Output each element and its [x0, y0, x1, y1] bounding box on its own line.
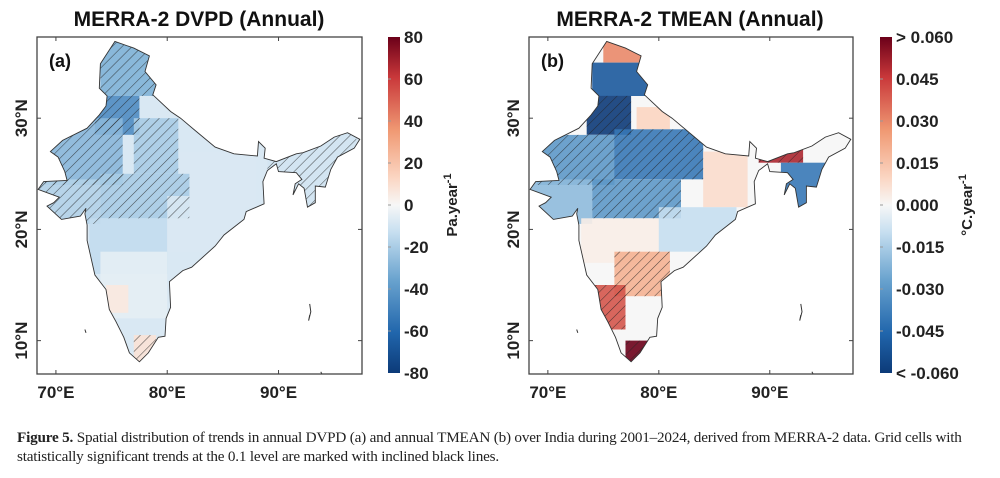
significance-hatch [758, 134, 804, 163]
colorbar-tick-label: -80 [404, 364, 429, 383]
x-tick-label: 80°E [640, 383, 677, 402]
panel-b: MERRA-2 TMEAN (Annual) (b) 70°E 80°E 90°E … [504, 8, 976, 402]
grid-region [592, 62, 648, 96]
grid-region [106, 285, 129, 313]
panel-a-colorbar-label: Pa.year-1 [442, 173, 461, 236]
colorbar-tick-label: -0.030 [896, 280, 944, 299]
significance-hatch [100, 173, 190, 219]
caption-text: Spatial distribution of trends in annual… [17, 429, 962, 465]
y-tick-label: 30°N [504, 99, 523, 137]
figure: MERRA-2 DVPD (Annual) (a) 70°E 80°E 90°E 3… [12, 8, 976, 402]
x-tick-label: 70°E [529, 383, 566, 402]
grid-region [780, 162, 826, 208]
colorbar-tick-label: 80 [404, 28, 423, 47]
significance-hatch [586, 95, 632, 135]
panel-b-x-ticks: 70°E 80°E 90°E [529, 37, 788, 402]
panel-a: MERRA-2 DVPD (Annual) (a) 70°E 80°E 90°E 3… [12, 8, 461, 402]
panel-a-y-ticks: 30°N 20°N 10°N [12, 99, 362, 360]
india-outline [37, 40, 361, 363]
panel-a-map [37, 40, 361, 375]
colorbar-tick-label: 0.015 [896, 154, 939, 173]
y-tick-label: 20°N [504, 210, 523, 248]
panel-a-frame [36, 36, 363, 375]
panel-b-y-ticks: 30°N 20°N 10°N [504, 99, 853, 360]
significance-hatch [536, 134, 615, 185]
colorbar-tick-label: -40 [404, 280, 429, 299]
colorbar-tick-label: -60 [404, 322, 429, 341]
figure-caption: Figure 5. Spatial distribution of trends… [17, 428, 987, 466]
colorbar-tick-label: 0.030 [896, 112, 939, 131]
significance-hatch [100, 41, 157, 96]
panel-b-colorbar-label: °C.year-1 [957, 174, 976, 236]
significance-hatch [592, 179, 681, 219]
panel-a-colorbar-ticks: 80 60 40 20 0 -20 -40 -60 -80 [388, 28, 429, 383]
grid-region [703, 151, 748, 208]
significance-hatch [614, 129, 704, 180]
colorbar-tick-label: 20 [404, 154, 423, 173]
grid-region [603, 41, 648, 63]
panel-a-x-ticks: 70°E 80°E 90°E [37, 37, 297, 402]
island-outline [84, 329, 87, 333]
island-outline [799, 303, 803, 321]
colorbar-tick-label: -20 [404, 238, 429, 257]
colorbar-tick-label: 0.045 [896, 70, 939, 89]
colorbar-tick-label: -0.045 [896, 322, 944, 341]
colorbar-tick-label: < -0.060 [896, 364, 959, 383]
x-tick-label: 90°E [751, 383, 788, 402]
y-tick-label: 20°N [12, 210, 31, 248]
colorbar-tick-label: 60 [404, 70, 423, 89]
panel-b-map [529, 40, 852, 375]
panel-b-label: (b) [541, 51, 564, 71]
colorbar-tick-label: 40 [404, 112, 423, 131]
grid-region [636, 107, 670, 130]
colorbar-tick-label: -0.015 [896, 238, 944, 257]
colorbar-tick-label: 0.000 [896, 196, 939, 215]
colorbar-tick-label: 0 [404, 196, 413, 215]
x-tick-label: 90°E [260, 383, 297, 402]
panel-b-frame [528, 36, 854, 375]
grid-region [531, 179, 593, 224]
india-outline [529, 40, 852, 363]
y-tick-label: 10°N [504, 322, 523, 360]
significance-hatch [133, 335, 157, 362]
island-outline [576, 329, 579, 333]
colorbar-tick-label: > 0.060 [896, 28, 953, 47]
panel-a-title: MERRA-2 DVPD (Annual) [74, 8, 325, 31]
y-tick-label: 10°N [12, 322, 31, 360]
y-tick-label: 30°N [12, 99, 31, 137]
significance-hatch [133, 118, 179, 174]
significance-hatch [267, 129, 357, 208]
panel-b-colorbar-ticks: > 0.060 0.045 0.030 0.015 0.000 -0.015 -0.030 -… [880, 28, 959, 383]
x-tick-label: 70°E [37, 383, 74, 402]
x-tick-label: 80°E [149, 383, 186, 402]
island-outline [308, 303, 312, 321]
significance-hatch [39, 179, 101, 224]
caption-label: Figure 5. [17, 429, 74, 446]
panel-b-title: MERRA-2 TMEAN (Annual) [556, 8, 823, 31]
panel-a-label: (a) [49, 51, 71, 71]
